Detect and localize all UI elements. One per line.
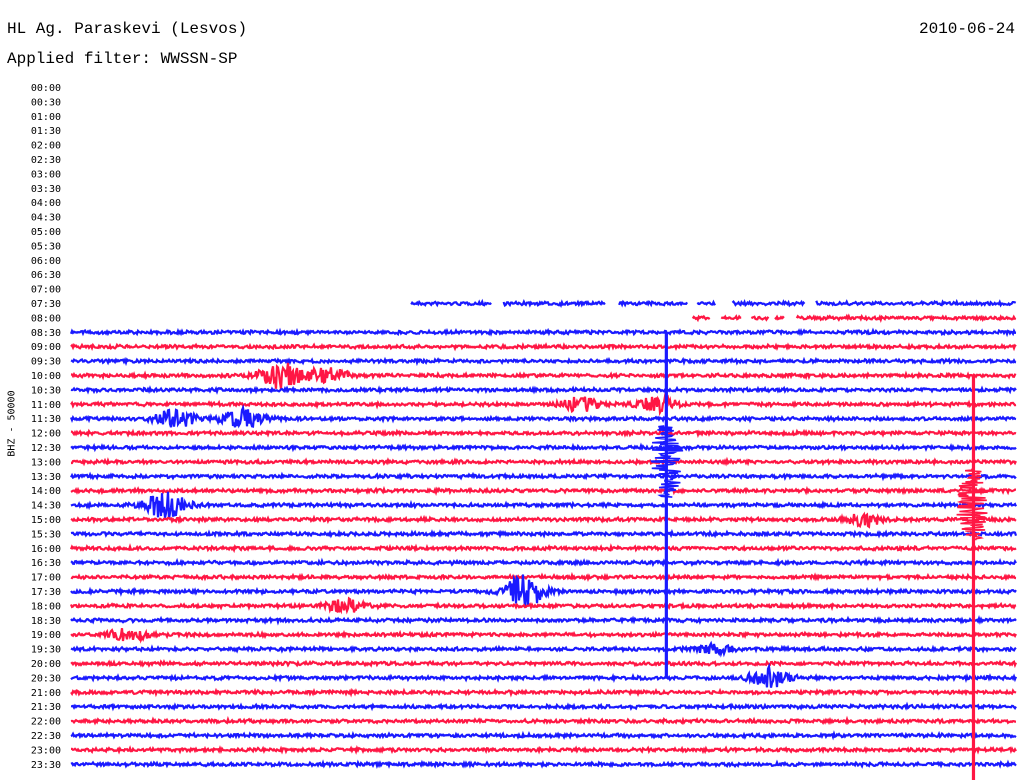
- row-time-label: 09:00: [31, 342, 61, 353]
- row-time-label: 00:00: [31, 83, 61, 94]
- earthquake-trace: [664, 332, 668, 678]
- row-time-label: 22:00: [31, 717, 61, 728]
- earthquake-burst: [650, 425, 684, 498]
- row-time-label: 13:30: [31, 472, 61, 483]
- row-time-label: 07:00: [31, 285, 61, 296]
- trace-line: [70, 528, 1018, 539]
- row-time-label: 20:30: [31, 673, 61, 684]
- row-time-label: 19:00: [31, 630, 61, 641]
- row-time-label: 01:00: [31, 112, 61, 123]
- trace-line: [70, 759, 1017, 770]
- trace-line: [70, 571, 1017, 583]
- y-axis-label: BHZ - 50000: [6, 390, 18, 457]
- row-time-label: 18:30: [31, 616, 61, 627]
- row-time-label: 02:30: [31, 155, 61, 166]
- row-time-label: 03:00: [31, 169, 61, 180]
- row-time-label: 17:30: [31, 587, 61, 598]
- trace-line: [70, 341, 1017, 352]
- row-time-label: 04:30: [31, 213, 61, 224]
- row-time-label: 12:30: [31, 443, 61, 454]
- row-time-label: 06:30: [31, 270, 61, 281]
- trace-line: [70, 511, 1017, 529]
- row-time-label: 13:00: [31, 457, 61, 468]
- row-time-label: 15:30: [31, 529, 61, 540]
- row-time-label: 01:30: [31, 126, 61, 137]
- trace-line: [70, 628, 1017, 644]
- row-time-label: 04:00: [31, 198, 61, 209]
- row-time-label: 16:30: [31, 558, 61, 569]
- trace-line: [70, 715, 1016, 726]
- row-time-label: 14:00: [31, 486, 61, 497]
- trace-line: [69, 404, 1017, 429]
- row-time-label: 21:00: [31, 688, 61, 699]
- trace-line: [69, 543, 1017, 554]
- trace-line: [70, 428, 1017, 439]
- row-time-label: 14:30: [31, 501, 61, 512]
- trace-line: [70, 356, 1017, 367]
- trace-line: [70, 392, 1017, 417]
- trace-line: [815, 298, 1017, 308]
- earthquake-trace: [971, 375, 976, 780]
- trace-line: [70, 442, 1017, 453]
- trace-line: [691, 314, 711, 323]
- row-time-label: 10:00: [31, 371, 61, 382]
- trace-line: [731, 299, 806, 308]
- trace-line: [774, 314, 785, 321]
- filter-subtitle: Applied filter: WWSSN-SP: [7, 50, 238, 68]
- row-time-label: 17:00: [31, 573, 61, 584]
- trace-line: [69, 327, 1017, 338]
- trace-line: [410, 298, 492, 308]
- row-time-label: 06:00: [31, 256, 61, 267]
- row-time-label: 12:00: [31, 429, 61, 440]
- trace-line: [696, 299, 716, 306]
- row-time-label: 19:30: [31, 645, 61, 656]
- row-time-label: 08:30: [31, 328, 61, 339]
- row-time-label: 05:30: [31, 241, 61, 252]
- row-time-label: 23:30: [31, 760, 61, 771]
- trace-line: [502, 298, 606, 309]
- trace-line: [70, 687, 1017, 698]
- trace-line: [71, 744, 1017, 755]
- row-time-label: 20:00: [31, 659, 61, 670]
- trace-line: [70, 640, 1017, 658]
- row-time-label: 21:30: [31, 702, 61, 713]
- trace-line: [70, 701, 1017, 712]
- row-time-label: 05:00: [31, 227, 61, 238]
- trace-line: [70, 557, 1017, 568]
- record-date: 2010-06-24: [918, 20, 1015, 38]
- trace-line: [70, 730, 1017, 741]
- trace-line: [70, 658, 1018, 669]
- trace-line: [70, 485, 1016, 497]
- row-time-label: 10:30: [31, 385, 61, 396]
- trace-line: [618, 299, 689, 308]
- row-time-label: 11:00: [31, 400, 61, 411]
- earthquake-burst: [956, 468, 990, 541]
- row-time-label: 22:30: [31, 731, 61, 742]
- row-time-label: 23:00: [31, 745, 61, 756]
- row-time-label: 00:30: [31, 97, 61, 108]
- row-time-label: 09:30: [31, 357, 61, 368]
- trace-line: [70, 662, 1018, 688]
- row-time-label: 02:00: [31, 141, 61, 152]
- trace-line: [70, 471, 1017, 482]
- row-time-label: 18:00: [31, 601, 61, 612]
- row-time-label: 03:30: [31, 184, 61, 195]
- trace-line: [750, 315, 770, 322]
- trace-line: [720, 314, 742, 321]
- row-time-label: 07:30: [31, 299, 61, 310]
- trace-line: [70, 385, 1017, 395]
- trace-line: [795, 313, 1017, 324]
- row-time-label: 08:00: [31, 313, 61, 324]
- row-time-label: 16:00: [31, 544, 61, 555]
- trace-line: [70, 574, 1017, 608]
- trace-line: [70, 615, 1017, 626]
- trace-line: [71, 456, 1017, 467]
- station-title: HL Ag. Paraskevi (Lesvos): [7, 20, 248, 38]
- trace-line: [69, 596, 1017, 615]
- row-time-label: 15:00: [31, 515, 61, 526]
- trace-line: [70, 362, 1017, 390]
- row-time-label: 11:30: [31, 414, 61, 425]
- trace-line: [70, 491, 1018, 520]
